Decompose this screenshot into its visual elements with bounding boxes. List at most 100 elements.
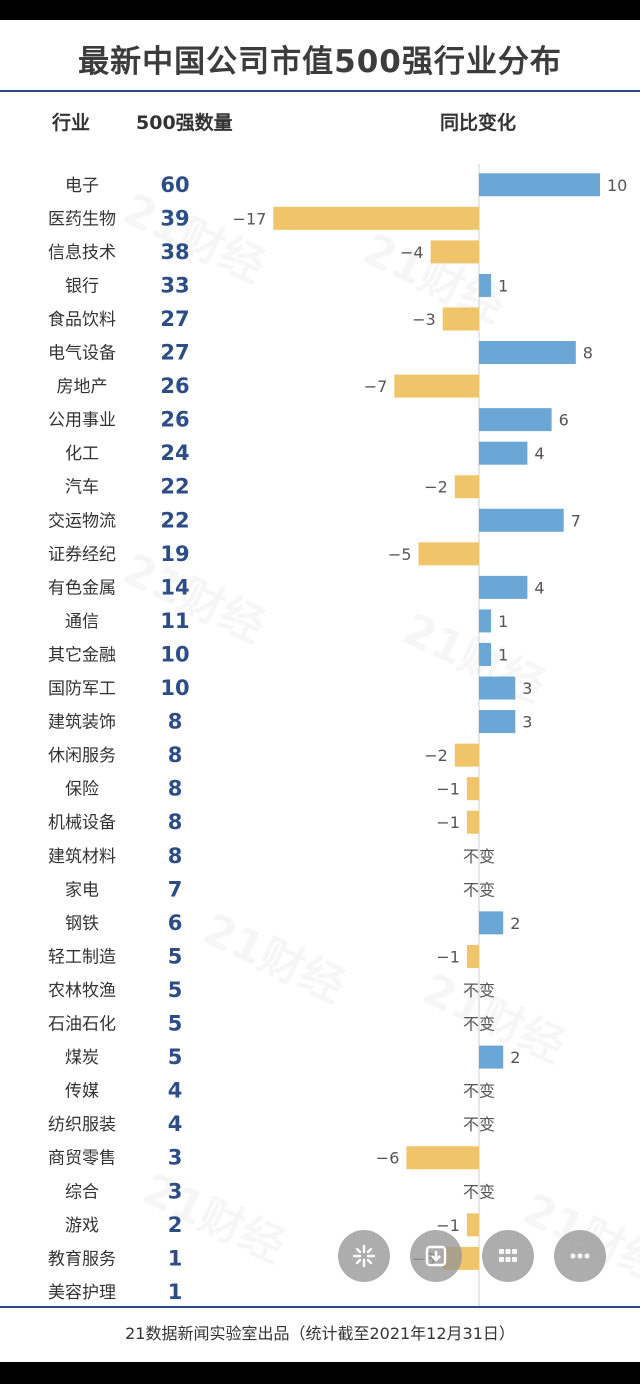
change-label: 不变	[463, 880, 495, 899]
change-bar	[466, 810, 479, 834]
category-label: 房地产	[57, 377, 108, 397]
count-value: 38	[160, 240, 189, 264]
header-count: 500强数量	[136, 112, 233, 134]
change-bar	[454, 475, 479, 499]
change-bar	[273, 206, 479, 230]
category-label: 汽车	[65, 478, 99, 498]
count-value: 27	[160, 341, 189, 365]
change-bar	[394, 374, 479, 398]
category-label: 机械设备	[48, 813, 116, 833]
count-value: 26	[160, 408, 189, 432]
change-bar	[466, 944, 479, 968]
change-label: 6	[559, 411, 569, 430]
header-change: 同比变化	[440, 112, 517, 134]
category-label: 农林牧渔	[48, 981, 116, 1001]
change-label: 3	[522, 679, 532, 698]
change-label: −5	[388, 545, 412, 564]
change-label: −1	[436, 813, 460, 832]
change-label: 8	[583, 344, 593, 363]
category-label: 煤炭	[65, 1048, 99, 1068]
change-bar	[479, 173, 600, 197]
category-label: 化工	[65, 444, 99, 464]
grid-button[interactable]	[482, 1230, 534, 1282]
count-value: 4	[168, 1112, 183, 1136]
title-rule	[0, 90, 640, 92]
count-value: 1	[168, 1280, 183, 1304]
count-value: 11	[160, 609, 189, 633]
category-label: 纺织服装	[48, 1115, 116, 1135]
change-label: 7	[571, 511, 581, 530]
sparkle-button[interactable]	[338, 1230, 390, 1282]
change-label: −17	[233, 209, 267, 228]
header-industry: 行业	[52, 112, 91, 134]
change-label: −1	[436, 947, 460, 966]
category-label: 轻工制造	[48, 947, 116, 967]
change-bar	[466, 1213, 479, 1237]
count-value: 10	[160, 676, 189, 700]
category-label: 通信	[65, 612, 99, 632]
change-bar	[479, 341, 576, 365]
count-value: 19	[160, 542, 189, 566]
download-icon	[425, 1245, 447, 1267]
change-bar	[479, 911, 504, 935]
category-label: 钢铁	[65, 914, 99, 934]
sparkle-icon	[352, 1244, 376, 1268]
watermark: 21财经	[115, 544, 272, 653]
change-label: 1	[498, 612, 508, 631]
change-label: 2	[510, 914, 520, 933]
change-bar	[466, 777, 479, 801]
watermark: 21财经	[195, 904, 352, 1013]
category-label: 国防军工	[48, 679, 116, 699]
category-label: 建筑材料	[48, 847, 116, 867]
change-bar	[430, 240, 479, 264]
watermark: 21财经	[115, 184, 272, 293]
change-bar	[479, 273, 492, 297]
change-label: −6	[376, 1149, 400, 1168]
change-bar	[454, 743, 479, 767]
change-bar	[479, 508, 564, 532]
download-button[interactable]	[410, 1230, 462, 1282]
count-value: 8	[168, 710, 183, 734]
count-value: 26	[160, 374, 189, 398]
category-label: 美容护理	[48, 1283, 116, 1303]
count-value: 39	[160, 206, 189, 230]
count-value: 2	[168, 1213, 183, 1237]
watermark: 21财经	[135, 1164, 292, 1273]
change-label: 不变	[463, 847, 495, 866]
category-label: 交运物流	[48, 511, 116, 531]
count-value: 24	[160, 441, 189, 465]
count-value: 3	[168, 1179, 183, 1203]
category-label: 石油石化	[48, 1015, 116, 1035]
change-bar	[479, 642, 492, 666]
category-label: 公用事业	[48, 411, 116, 431]
count-value: 1	[168, 1246, 183, 1270]
change-bar	[479, 575, 528, 599]
count-value: 5	[168, 978, 183, 1002]
change-label: −1	[436, 780, 460, 799]
change-label: −7	[364, 377, 388, 396]
count-value: 22	[160, 475, 189, 499]
change-label: 不变	[463, 981, 495, 1000]
change-label: 2	[510, 1048, 520, 1067]
bar-chart: 21财经21财经21财经21财经21财经21财经21财经21财经 电子6010医…	[48, 164, 627, 1309]
change-label: 4	[534, 444, 544, 463]
category-label: 电气设备	[48, 344, 116, 364]
count-value: 33	[160, 273, 189, 297]
chart-card: 最新中国公司市值500强行业分布 行业 500强数量 同比变化 21财经 21财经…	[0, 20, 640, 1362]
count-value: 8	[168, 743, 183, 767]
count-value: 8	[168, 810, 183, 834]
category-label: 电子	[65, 176, 99, 196]
change-label: 不变	[463, 1115, 495, 1134]
change-bar	[479, 408, 552, 432]
more-icon	[570, 1253, 590, 1259]
count-value: 8	[168, 844, 183, 868]
change-bar	[406, 1146, 479, 1170]
footer-rule	[0, 1306, 640, 1308]
more-button[interactable]	[554, 1230, 606, 1282]
change-label: 1	[498, 645, 508, 664]
change-label: 3	[522, 713, 532, 732]
change-bar	[479, 1045, 504, 1069]
change-bar	[479, 609, 492, 633]
change-label: 不变	[463, 1182, 495, 1201]
category-label: 其它金融	[48, 645, 116, 665]
